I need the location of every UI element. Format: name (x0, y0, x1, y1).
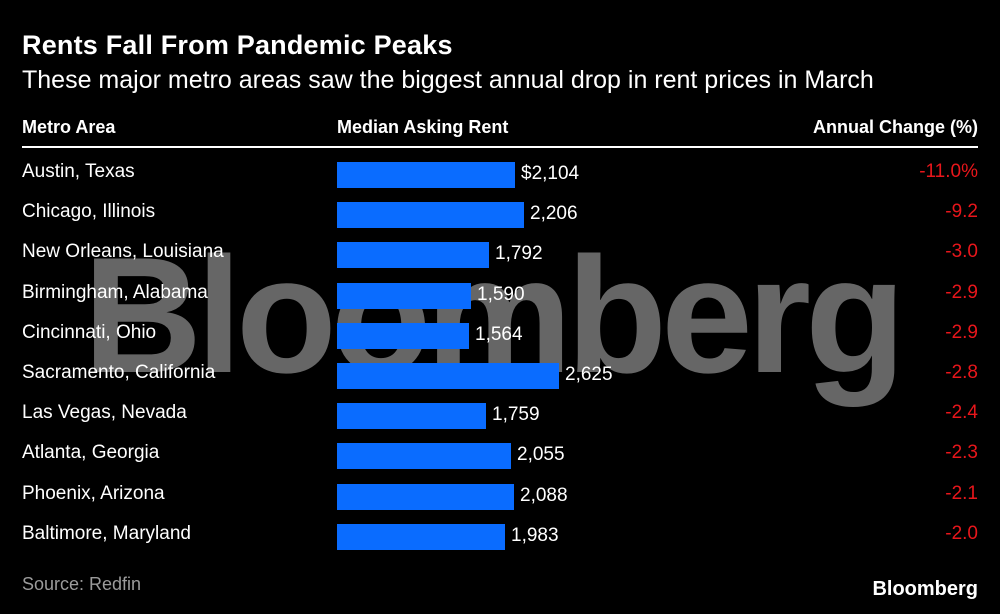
source-note: Source: Redfin (22, 574, 142, 594)
rent-value-label: 1,564 (475, 323, 523, 345)
column-header-metro: Metro Area (22, 117, 116, 137)
rent-bar (337, 363, 559, 389)
metro-label: Baltimore, Maryland (22, 522, 191, 544)
annual-change-label: -2.4 (945, 402, 978, 424)
rent-bar (337, 483, 514, 510)
column-header-change: Annual Change (%) (813, 117, 978, 137)
metro-label: Austin, Texas (22, 161, 135, 182)
rent-value-label: 1,590 (477, 283, 525, 305)
bloomberg-logo: Bloomberg (872, 578, 978, 600)
rent-bar (337, 322, 469, 349)
rent-value-label: 2,055 (517, 444, 565, 466)
column-header-rent: Median Asking Rent (337, 117, 509, 137)
rent-value-label: 1,792 (495, 243, 543, 265)
rent-value-label: 2,625 (565, 364, 613, 385)
annual-change-label: -2.9 (945, 281, 978, 303)
annual-change-label: -2.8 (945, 362, 978, 383)
rent-value-label: 1,759 (492, 404, 540, 426)
annual-change-label: -11.0% (919, 161, 978, 182)
annual-change-label: -2.0 (945, 522, 978, 544)
chart-subtitle: These major metro areas saw the biggest … (22, 66, 874, 94)
metro-label: Atlanta, Georgia (22, 442, 160, 464)
metro-label: Cincinnati, Ohio (22, 321, 157, 343)
rent-bar (337, 202, 524, 229)
rent-bar (337, 403, 486, 430)
metro-label: Las Vegas, Nevada (22, 402, 187, 424)
rent-value-label: 1,983 (511, 524, 559, 546)
annual-change-label: -2.3 (945, 442, 978, 464)
rent-bar (337, 242, 489, 269)
metro-label: Sacramento, California (22, 362, 216, 383)
rent-value-label: 2,088 (520, 484, 568, 506)
annual-change-label: -2.9 (945, 321, 978, 343)
rent-bar (337, 443, 511, 470)
metro-label: Phoenix, Arizona (22, 482, 165, 504)
chart-title: Rents Fall From Pandemic Peaks (22, 30, 453, 60)
metro-label: Birmingham, Alabama (22, 281, 208, 303)
rent-value-label: $2,104 (521, 163, 580, 184)
header-divider (22, 146, 978, 148)
annual-change-label: -3.0 (945, 241, 978, 263)
metro-label: New Orleans, Louisiana (22, 241, 224, 263)
rent-bar (337, 282, 471, 309)
metro-label: Chicago, Illinois (22, 201, 156, 223)
annual-change-label: -2.1 (945, 482, 978, 504)
rent-bar (337, 523, 505, 550)
annual-change-label: -9.2 (945, 201, 978, 223)
rent-value-label: 2,206 (530, 203, 578, 225)
rent-bar (337, 162, 515, 188)
